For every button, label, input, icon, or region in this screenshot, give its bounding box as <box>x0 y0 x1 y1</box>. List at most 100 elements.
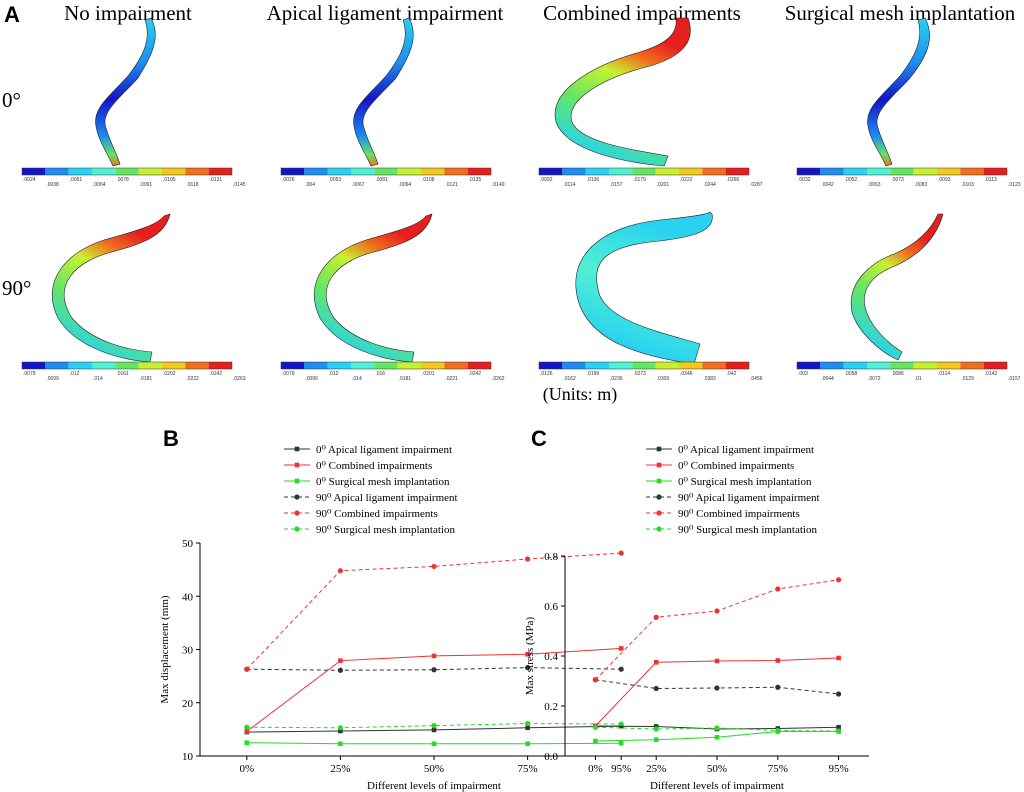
data-point <box>525 665 531 671</box>
colorbar-segment <box>632 362 656 369</box>
colorbar-tick-label: .0222 <box>186 376 199 382</box>
colorbar-frame <box>538 167 750 176</box>
y-tick-label: 0.8 <box>544 551 558 563</box>
colorbar-tick-label: .0114 <box>563 182 575 188</box>
legend-label: 0⁰ Surgical mesh implantation <box>316 476 450 488</box>
colorbar-segment <box>22 362 46 369</box>
colorbar-segment <box>913 362 937 369</box>
colorbar-0: .0024 .0051 .0078 .0105 .0131 .0038 .0064 .0091… <box>21 167 246 188</box>
colorbar-segment <box>467 362 491 369</box>
x-tick-label: 25% <box>330 763 350 775</box>
data-point <box>431 563 437 570</box>
colorbar-tick-label: .0092 <box>540 177 553 183</box>
data-point <box>525 556 531 562</box>
data-point <box>775 658 781 663</box>
colorbar-frame <box>796 167 1008 176</box>
legend-marker <box>656 526 662 532</box>
colorbar-segment <box>397 168 421 175</box>
x-tick-label: 75% <box>768 763 788 775</box>
colorbar-frame <box>21 361 233 370</box>
colorbar-segment <box>92 362 116 369</box>
colorbar-tick-label: .0105 <box>163 177 176 183</box>
colorbar-tick-label: .0222 <box>680 177 693 183</box>
data-point <box>653 659 659 665</box>
colorbar-tick-label: .0108 <box>422 177 435 183</box>
model-0deg-combined-impairments <box>554 17 691 167</box>
legend-label: 90⁰ Combined impairments <box>678 508 800 520</box>
colorbar-tick-label: .0179 <box>633 177 646 183</box>
colorbar-segment <box>960 168 984 175</box>
colorbar-segment <box>162 362 186 369</box>
colorbar-tick-label: .0051 <box>70 177 83 183</box>
colorbar-tick-label: .0383 <box>703 376 716 382</box>
colorbar-tick-label: .0201 <box>422 371 435 377</box>
data-point <box>431 653 437 659</box>
colorbar-tick-label: .0067 <box>352 182 365 188</box>
colorbar-segment <box>843 362 867 369</box>
colorbar-tick-label: .0126 <box>540 371 553 377</box>
colorbar-segment <box>843 168 867 175</box>
colorbar-tick-label: .0244 <box>703 182 716 188</box>
colorbar-segment <box>138 362 162 369</box>
colorbar-tick-label: .0042 <box>821 182 834 188</box>
series-line <box>595 657 839 727</box>
colorbar-tick-label: .0346 <box>680 371 693 377</box>
colorbar-segment <box>115 168 139 175</box>
colorbar-frame <box>280 361 492 370</box>
legend: 0⁰ Apical ligament impairment 0⁰ Combined… <box>284 444 458 536</box>
colorbar-6: .0126 .0199 .0273 .0346 .042 .0162 .0236 .0309.… <box>538 361 763 382</box>
colorbar-tick-label: .0078 <box>116 177 129 183</box>
colorbar-segment <box>45 362 69 369</box>
colorbar-tick-label: .0121 <box>445 182 458 188</box>
colorbar-tick-label: .0099 <box>46 376 59 382</box>
colorbar-tick-label: .0263 <box>233 376 246 382</box>
colorbar-tick-label: .0063 <box>868 182 881 188</box>
panel-letter: B <box>163 426 179 451</box>
data-point <box>653 685 659 692</box>
colorbar-segment <box>820 168 844 175</box>
colorbar-tick-label: .0044 <box>821 376 834 382</box>
data-point <box>338 728 343 734</box>
data-point <box>244 666 250 672</box>
colorbar-tick-label: .0273 <box>633 371 646 377</box>
data-point <box>592 677 599 683</box>
panel-a-letter: A <box>4 2 20 27</box>
colorbar-segment <box>725 362 749 369</box>
x-axis-title: Different levels of impairment <box>367 780 501 792</box>
colorbar-1: .0026 .0053 .0081 .0108 .0135 .004 .0067 .0094.… <box>280 167 505 188</box>
data-point <box>337 568 343 574</box>
colorbar-tick-label: .0136 <box>587 177 600 183</box>
legend: 0⁰ Apical ligament impairment 0⁰ Combined… <box>646 444 820 536</box>
y-tick-label: 0.0 <box>544 751 558 763</box>
legend-label: 0⁰ Surgical mesh implantation <box>678 476 812 488</box>
colorbar-tick-label: .0309 <box>657 376 670 382</box>
panel-a-colorbars: .0024 .0051 .0078 .0105 .0131 .0038 .0064 .0091… <box>21 167 1021 382</box>
colorbar-segment <box>679 362 703 369</box>
y-tick-label: 40 <box>182 591 194 603</box>
x-tick-label: 0% <box>239 763 254 775</box>
colorbar-segment <box>22 168 46 175</box>
data-point <box>653 726 659 732</box>
colorbar-segment <box>725 168 749 175</box>
colorbar-segment <box>304 168 328 175</box>
legend-label: 0⁰ Combined impairments <box>316 460 432 472</box>
legend-label: 0⁰ Apical ligament impairment <box>678 444 814 456</box>
colorbar-tick-label: .0091 <box>140 182 153 188</box>
legend-marker <box>656 462 662 468</box>
column-title-apical-ligament-impairment: Apical ligament impairment <box>267 1 504 25</box>
colorbar-tick-label: .0242 <box>469 371 482 377</box>
colorbar-tick-label: .0262 <box>492 376 505 382</box>
y-tick-label: 50 <box>182 538 194 550</box>
colorbar-segment <box>351 362 375 369</box>
colorbar-tick-label: .0199 <box>587 371 600 377</box>
legend-label: 90⁰ Apical ligament impairment <box>678 492 820 504</box>
data-point <box>714 734 720 740</box>
data-point <box>337 725 343 731</box>
colorbar-segment <box>983 362 1007 369</box>
legend-label: 90⁰ Apical ligament impairment <box>316 492 458 504</box>
colorbar-segment <box>138 168 162 175</box>
colorbar-segment <box>655 168 679 175</box>
data-point <box>618 550 624 556</box>
colorbar-segment <box>539 362 563 369</box>
